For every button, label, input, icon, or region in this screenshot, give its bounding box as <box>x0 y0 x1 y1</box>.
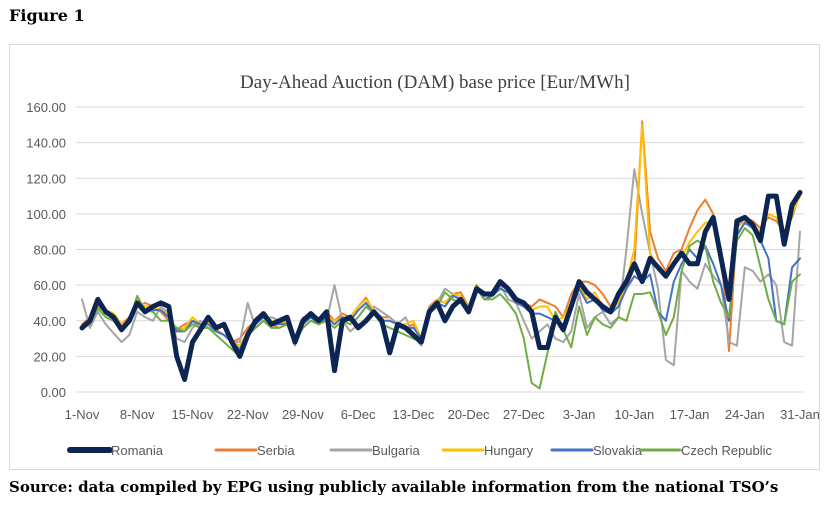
y-tick-label: 140.00 <box>26 136 66 151</box>
legend-label: Czech Republic <box>681 443 773 458</box>
series-lines <box>79 120 803 390</box>
legend: Romania Serbia Bulgaria Hungary Slovakia Czec… <box>67 443 773 458</box>
legend-label: Serbia <box>257 443 295 458</box>
gridlines <box>76 106 804 393</box>
line-chart: Day-Ahead Auction (DAM) base price [Eur/… <box>26 72 820 458</box>
y-tick-label: 20.00 <box>33 349 66 364</box>
y-tick-label: 120.00 <box>26 171 66 186</box>
y-tick-label: 60.00 <box>33 278 66 293</box>
y-axis-ticks: 0.00 20.00 40.00 60.00 80.00 100.00 120.00 140.… <box>26 100 66 400</box>
legend-label: Slovakia <box>593 443 643 458</box>
x-tick-label: 27-Dec <box>503 407 545 422</box>
y-tick-label: 40.00 <box>33 314 66 329</box>
x-tick-label: 22-Nov <box>227 407 269 422</box>
x-tick-label: 10-Jan <box>614 407 654 422</box>
x-tick-label: 29-Nov <box>282 407 324 422</box>
x-tick-label: 3-Jan <box>563 407 596 422</box>
series-line-bulgaria <box>81 168 801 367</box>
legend-label: Bulgaria <box>372 443 420 458</box>
chart-container: Day-Ahead Auction (DAM) base price [Eur/… <box>9 44 820 470</box>
x-tick-label: 24-Jan <box>725 407 765 422</box>
y-tick-label: 0.00 <box>41 385 66 400</box>
source-note: Source: data compiled by EPG using publi… <box>9 478 779 496</box>
x-tick-label: 6-Dec <box>341 407 376 422</box>
x-tick-label: 13-Dec <box>392 407 434 422</box>
chart-title: Day-Ahead Auction (DAM) base price [Eur/… <box>240 72 630 93</box>
x-tick-label: 17-Jan <box>670 407 710 422</box>
x-tick-label: 31-Jan <box>780 407 820 422</box>
y-tick-label: 80.00 <box>33 243 66 258</box>
y-tick-label: 160.00 <box>26 100 66 115</box>
series-line-slovakia <box>81 221 801 351</box>
x-axis-ticks: 1-Nov 8-Nov 15-Nov 22-Nov 29-Nov 6-Dec 13-Dec 2… <box>65 407 820 422</box>
x-tick-label: 15-Nov <box>172 407 214 422</box>
figure-label: Figure 1 <box>9 6 85 25</box>
x-tick-label: 20-Dec <box>448 407 490 422</box>
series-line-romania <box>79 190 803 382</box>
y-tick-label: 100.00 <box>26 207 66 222</box>
x-tick-label: 1-Nov <box>65 407 100 422</box>
legend-label: Romania <box>111 443 164 458</box>
legend-label: Hungary <box>484 443 534 458</box>
x-tick-label: 8-Nov <box>120 407 155 422</box>
